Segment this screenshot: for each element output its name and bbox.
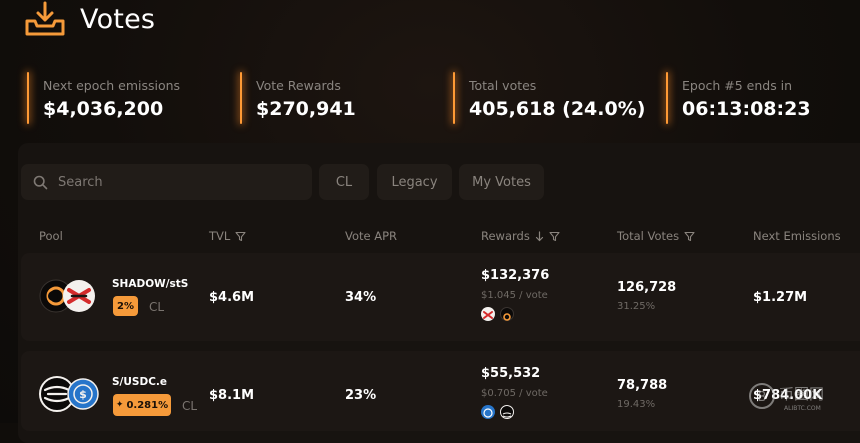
- column-header-label: Total Votes: [617, 229, 680, 243]
- stat-accent-bar: [453, 72, 455, 124]
- rewards-per-vote: $0.705 / vote: [481, 388, 548, 399]
- column-header-next-emissions[interactable]: Next Emissions: [753, 229, 841, 243]
- column-header-label: Rewards: [481, 229, 530, 243]
- column-header-label: Vote APR: [345, 229, 398, 243]
- rewards-value: $55,532: [481, 366, 541, 381]
- stats-bar: Next epoch emissions $4,036,200 Vote Rew…: [0, 70, 860, 128]
- pool-name: S/USDC.e: [112, 376, 168, 388]
- filter-funnel-icon[interactable]: [684, 231, 695, 242]
- filter-funnel-icon[interactable]: [235, 231, 246, 242]
- stat-value: $270,941: [256, 98, 356, 120]
- search-input[interactable]: Search: [21, 164, 312, 200]
- search-icon: [33, 175, 48, 189]
- sts-token-icon: [481, 307, 495, 321]
- total-votes-value: 126,728: [617, 280, 677, 295]
- s-usdce-token-pair-icon: $: [39, 376, 99, 412]
- filter-funnel-icon[interactable]: [549, 231, 560, 242]
- total-votes-value: 78,788: [617, 378, 668, 393]
- vote-apr-value: 23%: [345, 388, 377, 403]
- stat-accent-bar: [666, 72, 668, 124]
- stat-value: 06:13:08:23: [682, 98, 811, 120]
- column-header-tvl[interactable]: TVL: [209, 229, 246, 243]
- watermark-logo-icon: B 币圈网 ALIBTC.COM: [749, 383, 824, 412]
- usdc-token-icon: [481, 405, 495, 419]
- table-row[interactable]: $ S/USDC.e ✦ 0.281% CL $8.1M 23% $55,532…: [21, 351, 860, 431]
- svg-text:$: $: [79, 388, 87, 401]
- table-row[interactable]: SHADOW/stS 2% CL $4.6M 34% $132,376 $1.0…: [21, 253, 860, 341]
- shadow-sts-token-pair-icon: [39, 279, 95, 313]
- column-header-vote-apr[interactable]: Vote APR: [345, 229, 397, 243]
- total-votes-percent: 31.25%: [617, 301, 656, 312]
- next-emissions-value: $784.00K: [753, 388, 823, 403]
- fee-badge-label: 0.281%: [126, 399, 169, 411]
- filter-my-votes-button[interactable]: My Votes: [459, 164, 544, 200]
- column-header-label: Next Emissions: [753, 229, 841, 243]
- column-header-pool: Pool: [39, 229, 63, 243]
- stat-label: Next epoch emissions: [43, 78, 181, 93]
- stat-label: Vote Rewards: [256, 78, 341, 93]
- vote-apr-value: 34%: [345, 290, 377, 305]
- sonic-token-icon: [500, 405, 514, 419]
- fee-badge: ✦ 0.281%: [113, 394, 171, 416]
- stat-value: 405,618 (24.0%): [469, 98, 646, 120]
- pool-name: SHADOW/stS: [112, 278, 189, 290]
- column-header-label: TVL: [209, 229, 231, 243]
- inbox-download-icon: [25, 1, 65, 36]
- page-header: Votes: [24, 0, 155, 38]
- filter-legacy-button[interactable]: Legacy: [377, 164, 452, 200]
- column-header-label: Pool: [39, 229, 63, 243]
- shadow-token-icon: [500, 307, 514, 321]
- stat-label: Total votes: [469, 78, 537, 93]
- pool-type-tag: CL: [149, 300, 165, 314]
- next-emissions-value: $1.27M: [753, 290, 808, 305]
- stat-accent-bar: [27, 72, 29, 124]
- stat-label: Epoch #5 ends in: [682, 78, 793, 93]
- search-placeholder: Search: [58, 174, 103, 190]
- watermark-text: 币圈网: [779, 385, 824, 403]
- column-header-rewards[interactable]: Rewards: [481, 229, 560, 243]
- tvl-value: $8.1M: [209, 388, 255, 403]
- stat-accent-bar: [240, 72, 242, 124]
- page-title: Votes: [80, 3, 156, 35]
- rewards-per-vote: $1.045 / vote: [481, 290, 548, 301]
- total-votes-percent: 19.43%: [617, 399, 656, 410]
- svg-text:B: B: [758, 390, 767, 405]
- tvl-value: $4.6M: [209, 290, 255, 305]
- stat-value: $4,036,200: [43, 98, 164, 120]
- filter-cl-button[interactable]: CL: [319, 164, 369, 200]
- sort-down-arrow-icon[interactable]: [535, 230, 544, 242]
- watermark-subtext: ALIBTC.COM: [784, 405, 821, 412]
- sparkle-icon: ✦: [115, 400, 124, 410]
- pool-type-tag: CL: [182, 399, 198, 413]
- rewards-value: $132,376: [481, 268, 550, 283]
- site-watermark: B 币圈网 ALIBTC.COM: [748, 379, 856, 417]
- fee-badge: 2%: [113, 296, 138, 316]
- column-header-total-votes[interactable]: Total Votes: [617, 229, 695, 243]
